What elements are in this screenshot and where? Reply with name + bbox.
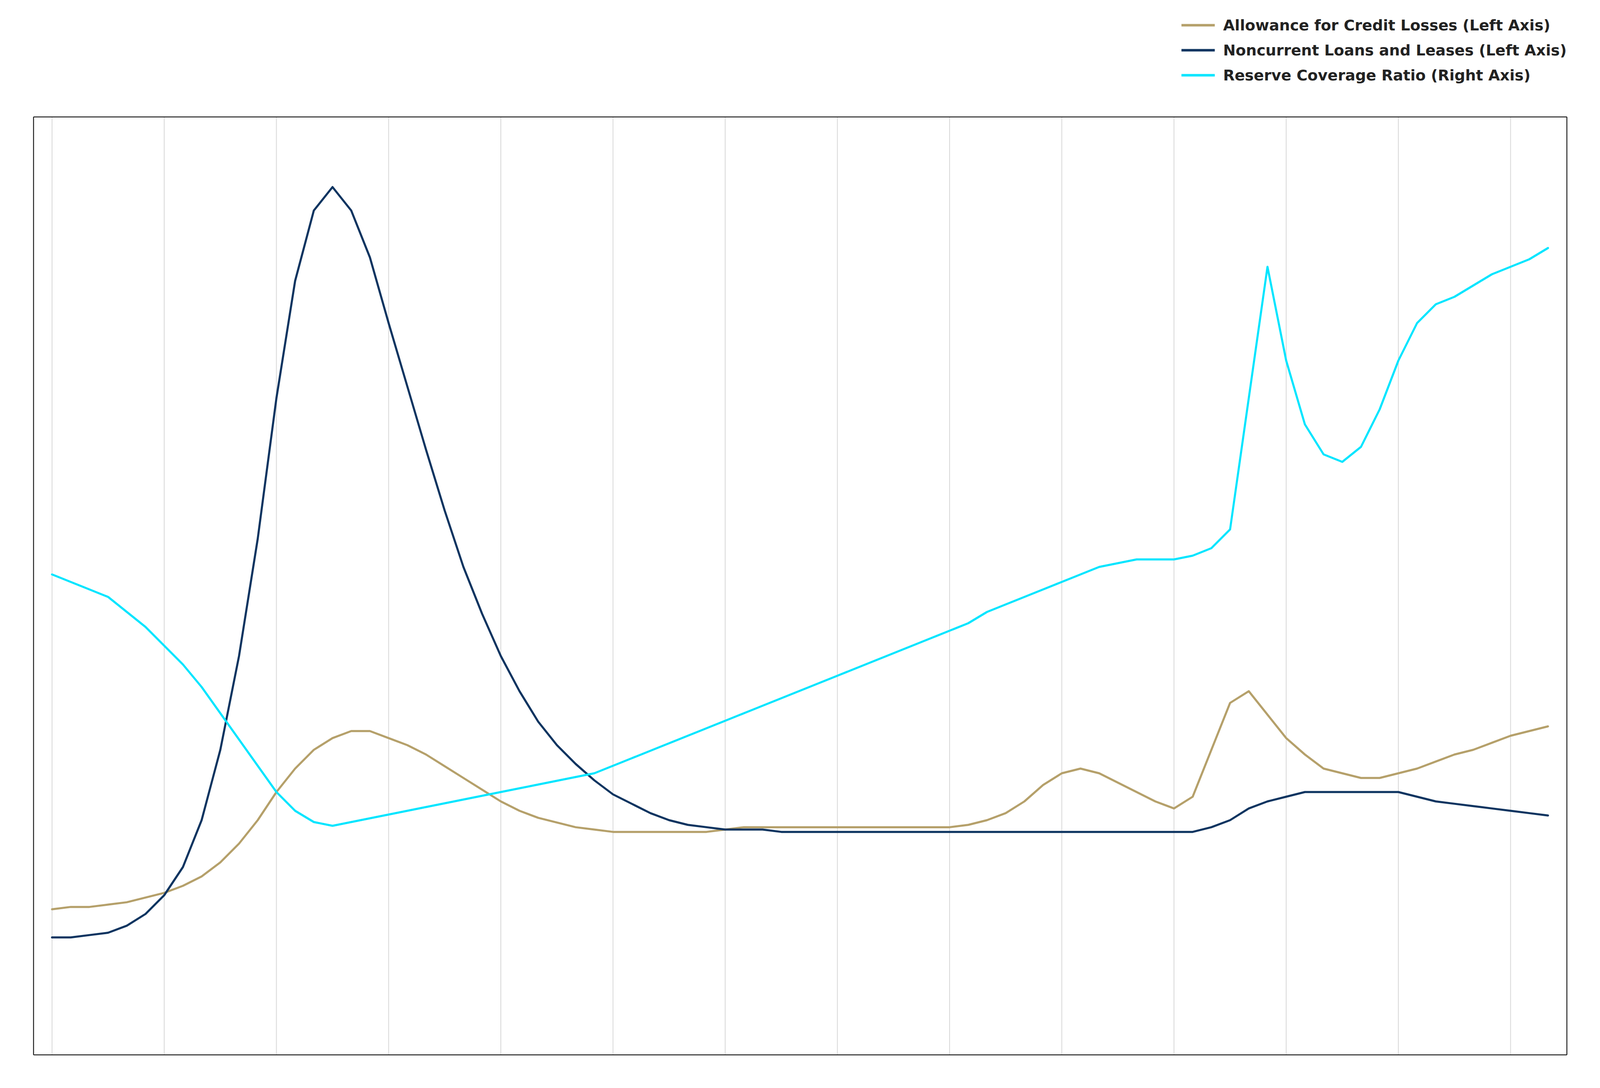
legend-item: Noncurrent Loans and Leases (Left Axis)	[1181, 41, 1567, 59]
y-axis-line	[33, 117, 35, 1055]
grid-line	[1510, 116, 1511, 1055]
y2-axis-line	[1566, 117, 1568, 1055]
legend-item: Allowance for Credit Losses (Left Axis)	[1181, 16, 1550, 34]
x-axis	[33, 1054, 1568, 1055]
series-line	[52, 690, 1548, 909]
grid-line	[1397, 116, 1399, 1055]
lines	[52, 187, 1548, 938]
frame-top-line	[33, 116, 1568, 118]
grid	[52, 116, 1511, 1055]
grid-line	[1173, 116, 1175, 1055]
legend-label: Allowance for Credit Losses (Left Axis)	[1222, 16, 1550, 34]
grid-line	[1061, 116, 1063, 1055]
grid-line	[724, 116, 726, 1055]
legend-item: Reserve Coverage Ratio (Right Axis)	[1181, 66, 1531, 84]
legend-label: Reserve Coverage Ratio (Right Axis)	[1222, 66, 1531, 84]
grid-line	[275, 116, 277, 1055]
y2-axis	[1566, 117, 1568, 1055]
series-line	[52, 247, 1548, 826]
grid-line	[500, 116, 502, 1055]
x-axis-line	[33, 1054, 1568, 1055]
chart: Allowance for Credit Losses (Left Axis) N…	[0, 0, 1600, 1088]
grid-line	[1285, 116, 1287, 1055]
x-axis-top	[33, 116, 1568, 118]
legend-swatch	[1181, 48, 1215, 52]
grid-line	[837, 116, 838, 1055]
grid-line	[388, 116, 390, 1055]
grid-line	[51, 116, 53, 1055]
legend-swatch	[1181, 73, 1215, 77]
grid-line	[612, 116, 614, 1055]
plot-area	[33, 116, 1568, 1055]
grid-line	[949, 116, 950, 1055]
legend: Allowance for Credit Losses (Left Axis) N…	[1181, 16, 1567, 84]
y-axis	[33, 117, 34, 1055]
grid-line	[163, 116, 165, 1055]
series-line	[52, 187, 1548, 938]
legend-swatch	[1181, 23, 1215, 27]
legend-label: Noncurrent Loans and Leases (Left Axis)	[1222, 41, 1567, 59]
